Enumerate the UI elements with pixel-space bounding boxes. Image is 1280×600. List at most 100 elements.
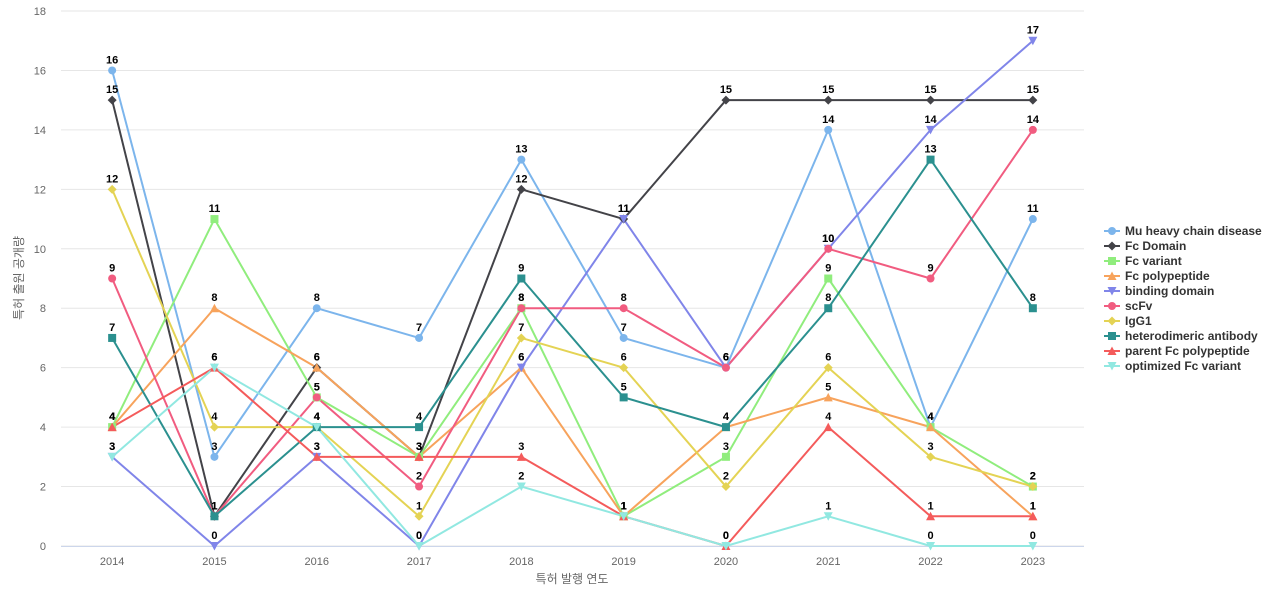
data-point-marker[interactable] bbox=[312, 423, 322, 432]
data-point-marker[interactable] bbox=[1028, 36, 1038, 46]
data-point-marker[interactable] bbox=[823, 95, 833, 105]
data-point-marker[interactable] bbox=[1028, 482, 1038, 492]
series-line[interactable] bbox=[111, 188, 1034, 518]
data-point-marker[interactable] bbox=[210, 512, 219, 521]
data-point-marker[interactable] bbox=[414, 511, 424, 521]
data-point-marker[interactable] bbox=[926, 274, 935, 283]
data-point-marker[interactable] bbox=[210, 215, 219, 224]
series-line[interactable] bbox=[111, 99, 1033, 518]
legend-marker[interactable] bbox=[1107, 362, 1117, 371]
data-point-marker[interactable] bbox=[107, 184, 117, 194]
legend-item[interactable]: optimized Fc variant bbox=[1104, 359, 1241, 373]
legend-item[interactable]: Fc Domain bbox=[1104, 239, 1186, 253]
data-point-marker[interactable] bbox=[823, 363, 833, 373]
legend-marker[interactable] bbox=[1107, 241, 1117, 251]
data-point-marker[interactable] bbox=[1028, 125, 1037, 134]
data-point-marker[interactable] bbox=[824, 244, 833, 253]
data-point-marker[interactable] bbox=[824, 125, 833, 134]
data-point-marker[interactable] bbox=[619, 304, 628, 313]
legend-item[interactable]: Fc polypeptide bbox=[1104, 269, 1210, 283]
data-point-marker[interactable] bbox=[823, 512, 833, 521]
data-point-marker[interactable] bbox=[926, 542, 936, 551]
data-point-marker[interactable] bbox=[107, 95, 117, 105]
data-point-marker[interactable] bbox=[107, 422, 117, 432]
data-point-marker[interactable] bbox=[721, 95, 731, 105]
data-point-marker[interactable] bbox=[516, 333, 526, 343]
legend-item[interactable]: IgG1 bbox=[1104, 314, 1152, 328]
legend-marker[interactable] bbox=[1108, 227, 1116, 235]
legend-marker[interactable] bbox=[1108, 257, 1116, 265]
data-point-marker[interactable] bbox=[926, 155, 935, 164]
legend-marker[interactable] bbox=[1108, 332, 1116, 340]
data-point-marker[interactable] bbox=[619, 393, 628, 402]
data-point-marker[interactable] bbox=[108, 274, 117, 283]
data-point-marker[interactable] bbox=[619, 333, 628, 342]
data-point-marker[interactable] bbox=[721, 363, 730, 372]
data-point-marker[interactable] bbox=[721, 542, 731, 551]
legend-marker[interactable] bbox=[1107, 346, 1117, 356]
data-point-marker[interactable] bbox=[824, 304, 833, 313]
data-point-marker[interactable] bbox=[108, 333, 117, 342]
legend-item[interactable]: parent Fc polypeptide bbox=[1104, 344, 1250, 358]
data-point-marker[interactable] bbox=[415, 333, 424, 342]
data-label: 1 bbox=[621, 500, 627, 512]
data-point-marker[interactable] bbox=[823, 392, 833, 402]
series-line[interactable] bbox=[111, 70, 1034, 458]
data-point-marker[interactable] bbox=[516, 482, 526, 492]
series-line[interactable] bbox=[111, 158, 1034, 518]
data-point-marker[interactable] bbox=[312, 304, 321, 313]
data-point-marker[interactable] bbox=[517, 304, 526, 313]
data-point-marker[interactable] bbox=[517, 155, 526, 164]
data-point-marker[interactable] bbox=[926, 422, 936, 432]
legend-item[interactable]: scFv bbox=[1104, 299, 1153, 313]
data-point-marker[interactable] bbox=[1028, 215, 1037, 224]
data-point-marker[interactable] bbox=[619, 512, 629, 521]
legend-item[interactable]: binding domain bbox=[1104, 284, 1214, 298]
data-point-marker[interactable] bbox=[415, 482, 424, 491]
data-point-marker[interactable] bbox=[517, 274, 526, 283]
data-point-marker[interactable] bbox=[312, 452, 322, 461]
data-point-marker[interactable] bbox=[209, 303, 219, 313]
legend-item[interactable]: Mu heavy chain disease bbox=[1104, 224, 1262, 238]
data-point-marker[interactable] bbox=[1028, 511, 1038, 521]
data-point-marker[interactable] bbox=[721, 423, 730, 432]
data-point-marker[interactable] bbox=[516, 452, 526, 461]
data-point-marker[interactable] bbox=[108, 66, 117, 75]
data-point-marker[interactable] bbox=[926, 511, 936, 521]
data-point-marker[interactable] bbox=[414, 452, 424, 461]
data-point-marker[interactable] bbox=[1028, 542, 1038, 551]
data-point-marker[interactable] bbox=[414, 542, 424, 551]
series-line[interactable] bbox=[111, 129, 1034, 518]
data-point-marker[interactable] bbox=[516, 363, 526, 373]
data-point-marker[interactable] bbox=[823, 422, 833, 432]
data-point-marker[interactable] bbox=[210, 452, 219, 461]
data-point-marker[interactable] bbox=[619, 215, 629, 224]
data-point-marker[interactable] bbox=[926, 125, 936, 135]
series-line[interactable] bbox=[111, 39, 1034, 547]
data-point-marker[interactable] bbox=[721, 482, 731, 492]
series-line[interactable] bbox=[111, 366, 1033, 547]
data-point-marker[interactable] bbox=[209, 363, 219, 373]
legend-item[interactable]: Fc variant bbox=[1104, 254, 1182, 268]
data-point-marker[interactable] bbox=[721, 452, 730, 461]
data-point-marker[interactable] bbox=[415, 423, 424, 432]
data-point-marker[interactable] bbox=[312, 363, 322, 372]
data-point-marker[interactable] bbox=[926, 95, 936, 105]
data-point-marker[interactable] bbox=[516, 184, 526, 194]
data-point-marker[interactable] bbox=[312, 393, 321, 402]
data-point-marker[interactable] bbox=[824, 274, 833, 283]
data-point-marker[interactable] bbox=[209, 422, 219, 432]
legend-item[interactable]: heterodimeric antibody bbox=[1104, 329, 1258, 343]
series-line[interactable] bbox=[111, 366, 1033, 547]
legend-marker[interactable] bbox=[1107, 271, 1117, 281]
data-point-marker[interactable] bbox=[107, 452, 117, 462]
data-point-marker[interactable] bbox=[1028, 304, 1037, 313]
data-point-marker[interactable] bbox=[926, 452, 936, 462]
data-point-marker[interactable] bbox=[619, 363, 629, 373]
legend-marker[interactable] bbox=[1107, 316, 1117, 326]
legend-marker[interactable] bbox=[1108, 302, 1116, 310]
data-point-marker[interactable] bbox=[209, 542, 219, 551]
series-line[interactable] bbox=[111, 218, 1034, 518]
legend-marker[interactable] bbox=[1107, 287, 1117, 296]
data-point-marker[interactable] bbox=[1028, 95, 1038, 105]
